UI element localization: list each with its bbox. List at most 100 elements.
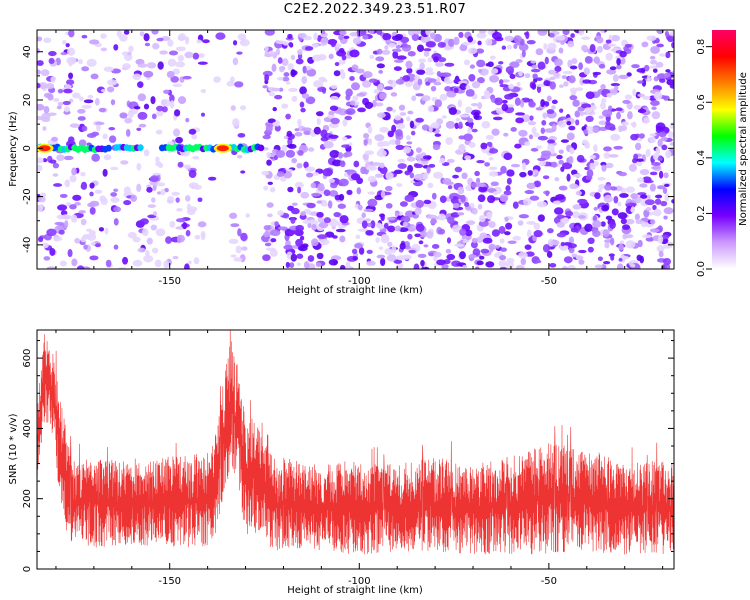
spectrogram-cell: [567, 264, 576, 269]
spectrogram-cell: [64, 220, 69, 229]
spectrogram-cell: [136, 183, 142, 193]
spectrogram-cell: [113, 218, 119, 226]
spectrogram-cell: [264, 30, 275, 36]
spectrogram-cell: [622, 224, 631, 230]
spectrogram-cell: [416, 69, 426, 75]
spectrogram-cell: [387, 225, 396, 233]
spectrogram-cell: [610, 82, 621, 87]
spectrogram-cell: [426, 230, 434, 239]
spectrogram-cell: [554, 177, 560, 182]
spectrogram-cell: [533, 222, 541, 230]
spectrogram-cell: [600, 221, 606, 227]
spectrogram-cell: [172, 255, 179, 260]
spectrogram-cell: [407, 50, 416, 57]
spectrogram-cell: [103, 66, 114, 72]
spectrogram-cell: [287, 186, 294, 193]
spectrogram-cell: [430, 122, 440, 129]
spectrogram-cell: [344, 151, 353, 157]
spectrogram-cell: [524, 189, 535, 195]
spectrogram-cell: [53, 97, 60, 103]
spectrogram-cell: [391, 124, 397, 133]
snr-series: [37, 330, 674, 555]
spectrogram-cell: [295, 238, 303, 247]
colorbar-tick-label: 0.4: [696, 150, 707, 166]
spectrogram-cell: [639, 183, 648, 188]
spectrogram-cell: [59, 193, 68, 198]
spectrogram-cell: [658, 170, 664, 179]
spectrogram-cell: [86, 58, 97, 67]
spectrogram-cell: [274, 221, 279, 227]
spectrogram-cell: [315, 262, 322, 268]
spectrogram-cell: [445, 248, 452, 254]
spectrogram-cell: [330, 95, 339, 100]
spectrogram-cell: [595, 35, 601, 39]
spectrogram-cell: [271, 87, 281, 92]
spectrogram-cell: [298, 32, 307, 39]
spectrogram-cell: [313, 32, 318, 41]
spectrogram-cell: [620, 125, 628, 132]
spectrogram-cell: [434, 99, 442, 108]
spectrogram-cell: [330, 38, 337, 48]
spectrogram-cell: [145, 250, 150, 258]
spectrogram-cell: [509, 73, 516, 80]
spectrogram-cell: [339, 160, 346, 168]
spectrogram-cell: [263, 225, 271, 231]
spectrogram-cell: [146, 62, 157, 69]
spectrogram-cell: [100, 89, 107, 93]
spectrogram-cell: [119, 112, 128, 119]
spectrogram-cell: [330, 152, 336, 157]
spectrogram-cell: [514, 143, 522, 149]
spectrogram-cell: [61, 214, 72, 220]
spectrogram-cell: [160, 99, 171, 107]
spectrogram-cell: [632, 88, 637, 97]
spectrogram-cell: [110, 192, 118, 197]
spectrogram-cell: [603, 152, 611, 159]
spectrogram-cell: [556, 214, 565, 219]
spectrogram-cell: [98, 227, 105, 232]
spectrogram-cell: [542, 112, 548, 119]
spectrogram-cell: [652, 204, 657, 211]
spectrogram-cell: [572, 204, 582, 210]
spectrogram-cell: [425, 67, 434, 72]
spectrogram-cell: [537, 135, 549, 141]
spectrogram-cell: [465, 220, 476, 226]
spectrogram-cell: [642, 176, 652, 183]
spectrogram-cell: [436, 70, 442, 77]
spectrogram-cell: [604, 242, 610, 249]
spectrogram-cell: [151, 197, 156, 203]
spectrogram-cell: [625, 218, 635, 225]
spectrogram-cell: [554, 65, 562, 73]
spectrogram-cell: [562, 162, 573, 170]
spectrogram-cell: [645, 207, 652, 212]
spectrogram-cell: [589, 162, 596, 170]
spectrogram-cell: [476, 32, 487, 39]
spectrogram-cell: [277, 57, 283, 64]
spectrogram-cell: [287, 143, 297, 149]
spectrogram-cell: [367, 191, 375, 195]
spectrogram-cell: [405, 135, 411, 141]
spectrogram-cell: [562, 30, 570, 36]
spectrogram-cell: [113, 44, 119, 51]
spectrogram-cell: [328, 259, 339, 266]
spectrogram-cell: [566, 173, 571, 182]
spectrogram-cell: [649, 59, 658, 65]
spectrogram-cell: [536, 201, 548, 208]
spectrogram-cell: [535, 77, 543, 81]
spectrogram-cell: [43, 37, 52, 44]
spectrogram-cell: [634, 213, 640, 222]
spectrogram-cell: [182, 164, 192, 169]
spectrogram-cell: [330, 84, 338, 89]
spectrogram-cell: [302, 219, 311, 224]
spectrogram-cell: [264, 74, 270, 82]
spectrogram-cell: [226, 80, 235, 87]
spectrogram-cell: [470, 102, 479, 107]
spectrogram-cell: [383, 86, 393, 91]
spectrogram-cell: [578, 249, 587, 254]
spectrogram-cell: [567, 40, 575, 48]
spectrogram-cell: [295, 224, 305, 232]
spectrogram-cell: [362, 34, 369, 40]
spectrogram-cell: [444, 86, 452, 92]
spectrogram-cell: [459, 82, 468, 91]
spectrogram-cell: [156, 37, 164, 42]
spectrogram-cell: [394, 115, 402, 121]
